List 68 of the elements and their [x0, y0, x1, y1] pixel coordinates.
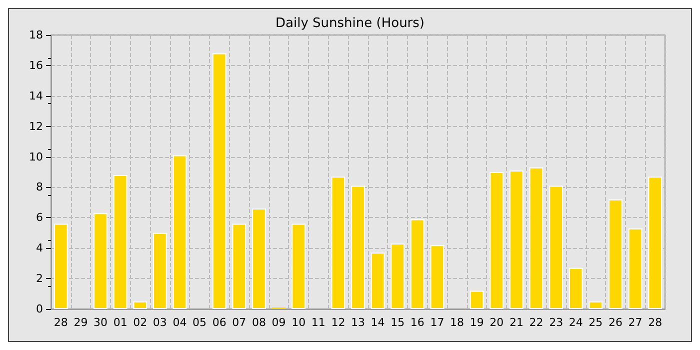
x-tick-label: 16: [410, 316, 424, 329]
bar: [410, 219, 424, 309]
x-tick-label: 03: [152, 316, 167, 329]
y-tick-label: 8: [36, 180, 43, 194]
bar: [608, 199, 622, 309]
x-tick-label: 15: [390, 316, 405, 329]
bar: [529, 167, 544, 309]
bar: [430, 245, 444, 309]
x-tick-label: 27: [628, 316, 642, 329]
x-tick-label: 26: [608, 316, 622, 329]
y-tick-label: 12: [29, 120, 43, 133]
y-tick-label: 18: [29, 28, 43, 42]
x-tick-label: 24: [568, 316, 583, 329]
bar: [331, 176, 346, 309]
chart-title: Daily Sunshine (Hours): [276, 16, 424, 31]
x-tick-label: 06: [212, 316, 226, 329]
x-tick-label: 29: [74, 316, 88, 329]
bar: [232, 224, 246, 309]
bar: [351, 186, 365, 309]
x-tick-label: 22: [529, 316, 544, 329]
y-tick-label: 6: [36, 211, 43, 224]
x-tick-label: 05: [192, 316, 207, 329]
x-tick-label: 14: [370, 316, 385, 329]
bar: [370, 252, 385, 309]
x-tick-label: 25: [588, 316, 603, 329]
y-tick-label: 10: [29, 150, 43, 164]
bar: [133, 301, 148, 309]
x-tick-label: 10: [292, 316, 306, 329]
bar: [94, 213, 108, 309]
y-tick-label: 14: [29, 89, 43, 102]
bar: [470, 290, 484, 309]
bar: [292, 224, 306, 309]
bar: [172, 155, 187, 309]
x-tick-label: 20: [490, 316, 504, 329]
x-tick-label: 09: [272, 316, 286, 329]
y-tick-label: 0: [36, 302, 43, 316]
y-tick-label: 16: [29, 58, 43, 72]
bar: [390, 244, 405, 309]
bar: [153, 232, 167, 309]
x-tick-label: 08: [252, 316, 266, 329]
y-tick-label: 2: [36, 272, 43, 286]
y-tick-label: 4: [36, 242, 43, 255]
x-tick-label: 17: [430, 316, 444, 329]
x-tick-label: 21: [509, 316, 524, 329]
bar: [510, 170, 524, 309]
bar: [628, 228, 642, 309]
bar: [568, 268, 583, 309]
bar: [252, 208, 266, 309]
bar: [490, 172, 504, 309]
x-tick-label: 28: [54, 316, 68, 329]
x-tick-label: 11: [311, 316, 326, 329]
x-tick-label: 30: [94, 316, 108, 329]
x-tick-label: 18: [450, 316, 464, 329]
x-tick-label: 02: [133, 316, 148, 329]
bar: [54, 224, 68, 309]
bar: [648, 176, 662, 309]
bar: [113, 175, 128, 309]
x-tick-label: 04: [172, 316, 187, 329]
x-tick-label: 01: [113, 316, 128, 329]
bar: [588, 301, 603, 309]
bar: [549, 186, 563, 309]
x-tick-label: 13: [351, 316, 365, 329]
x-tick-label: 23: [549, 316, 564, 329]
x-tick-label: 28: [648, 316, 662, 329]
x-tick-label: 19: [470, 316, 484, 329]
bar: [212, 53, 226, 309]
x-tick-label: 12: [331, 316, 346, 329]
x-tick-label: 07: [232, 316, 246, 329]
